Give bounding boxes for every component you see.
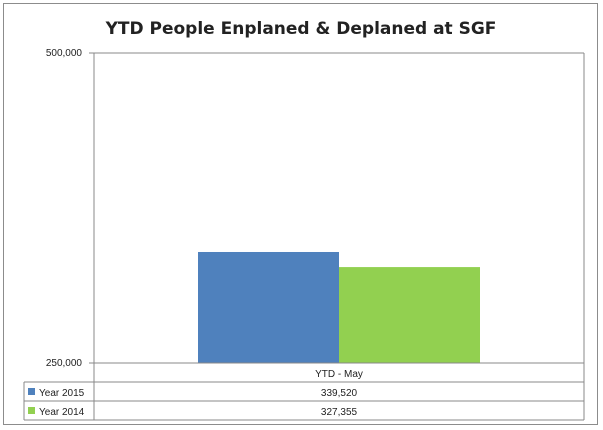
legend-swatch bbox=[28, 388, 35, 395]
data-table: YTD - May Year 2015 339,520 Year 2014 327,35… bbox=[23, 362, 585, 421]
bar-chart: YTD People Enplaned & Deplaned at SGF 25… bbox=[23, 19, 585, 421]
legend-swatch bbox=[28, 407, 35, 414]
bar-year-2014 bbox=[339, 267, 480, 363]
data-value-label: 339,520 bbox=[321, 388, 358, 399]
bar-year-2015 bbox=[198, 251, 339, 363]
y-tick-label: 250,000 bbox=[46, 358, 83, 369]
chart-title: YTD People Enplaned & Deplaned at SGF bbox=[105, 19, 497, 39]
legend-label: Year 2014 bbox=[39, 407, 85, 418]
category-label: YTD - May bbox=[315, 369, 363, 380]
legend-label: Year 2015 bbox=[39, 388, 85, 399]
y-tick-label: 500,000 bbox=[46, 48, 83, 59]
plot-area: 250,000 500,000 bbox=[46, 48, 585, 369]
chart-frame: YTD People Enplaned & Deplaned at SGF 25… bbox=[3, 3, 598, 425]
data-value-label: 327,355 bbox=[321, 407, 358, 418]
